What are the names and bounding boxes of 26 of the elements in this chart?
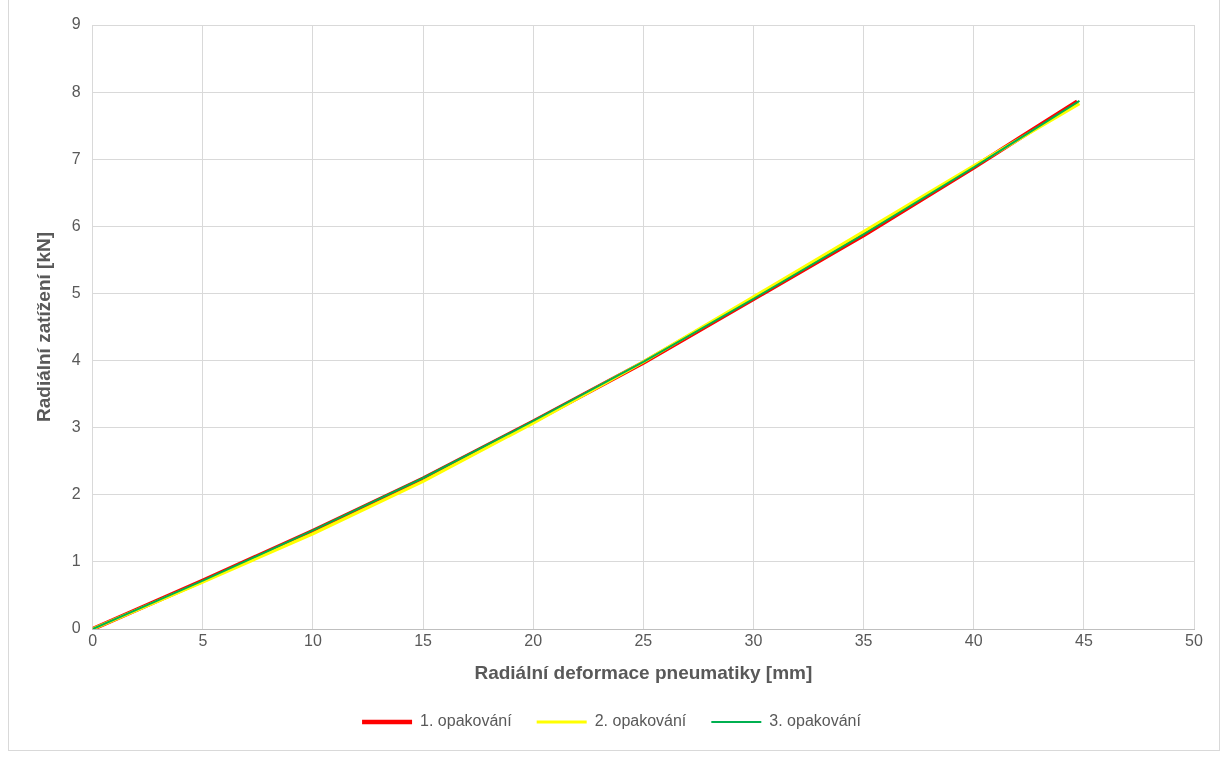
y-tick-label: 6: [71, 216, 81, 234]
y-tick-label: 9: [71, 15, 81, 33]
x-tick-label: 50: [1185, 632, 1203, 650]
y-tick-label: 7: [71, 149, 81, 167]
y-tick-label: 0: [71, 619, 81, 637]
y-tick-label: 5: [71, 283, 81, 301]
legend-label: 3. opakování: [769, 712, 862, 730]
y-tick-label: 8: [71, 82, 81, 100]
x-tick-label: 5: [198, 632, 208, 650]
x-axis-title: Radiální deformace pneumatiky [mm]: [474, 661, 813, 683]
y-tick-label: 4: [71, 350, 81, 368]
x-tick-label: 45: [1074, 632, 1093, 650]
legend-label: 1. opakování: [420, 712, 513, 730]
x-tick-label: 0: [88, 632, 98, 650]
x-tick-label: 20: [524, 632, 543, 650]
x-tick-label: 10: [304, 632, 322, 650]
y-tick-label: 3: [71, 418, 81, 436]
x-tick-label: 30: [744, 632, 763, 650]
legend-label: 2. opakování: [594, 712, 687, 730]
x-tick-label: 40: [964, 632, 983, 650]
y-tick-label: 1: [71, 552, 81, 570]
y-axis-title: Radiální zatížení [kN]: [32, 231, 54, 423]
x-tick-label: 15: [414, 632, 433, 650]
x-tick-label: 25: [634, 632, 653, 650]
y-tick-label: 2: [71, 485, 81, 503]
x-tick-label: 35: [854, 632, 873, 650]
